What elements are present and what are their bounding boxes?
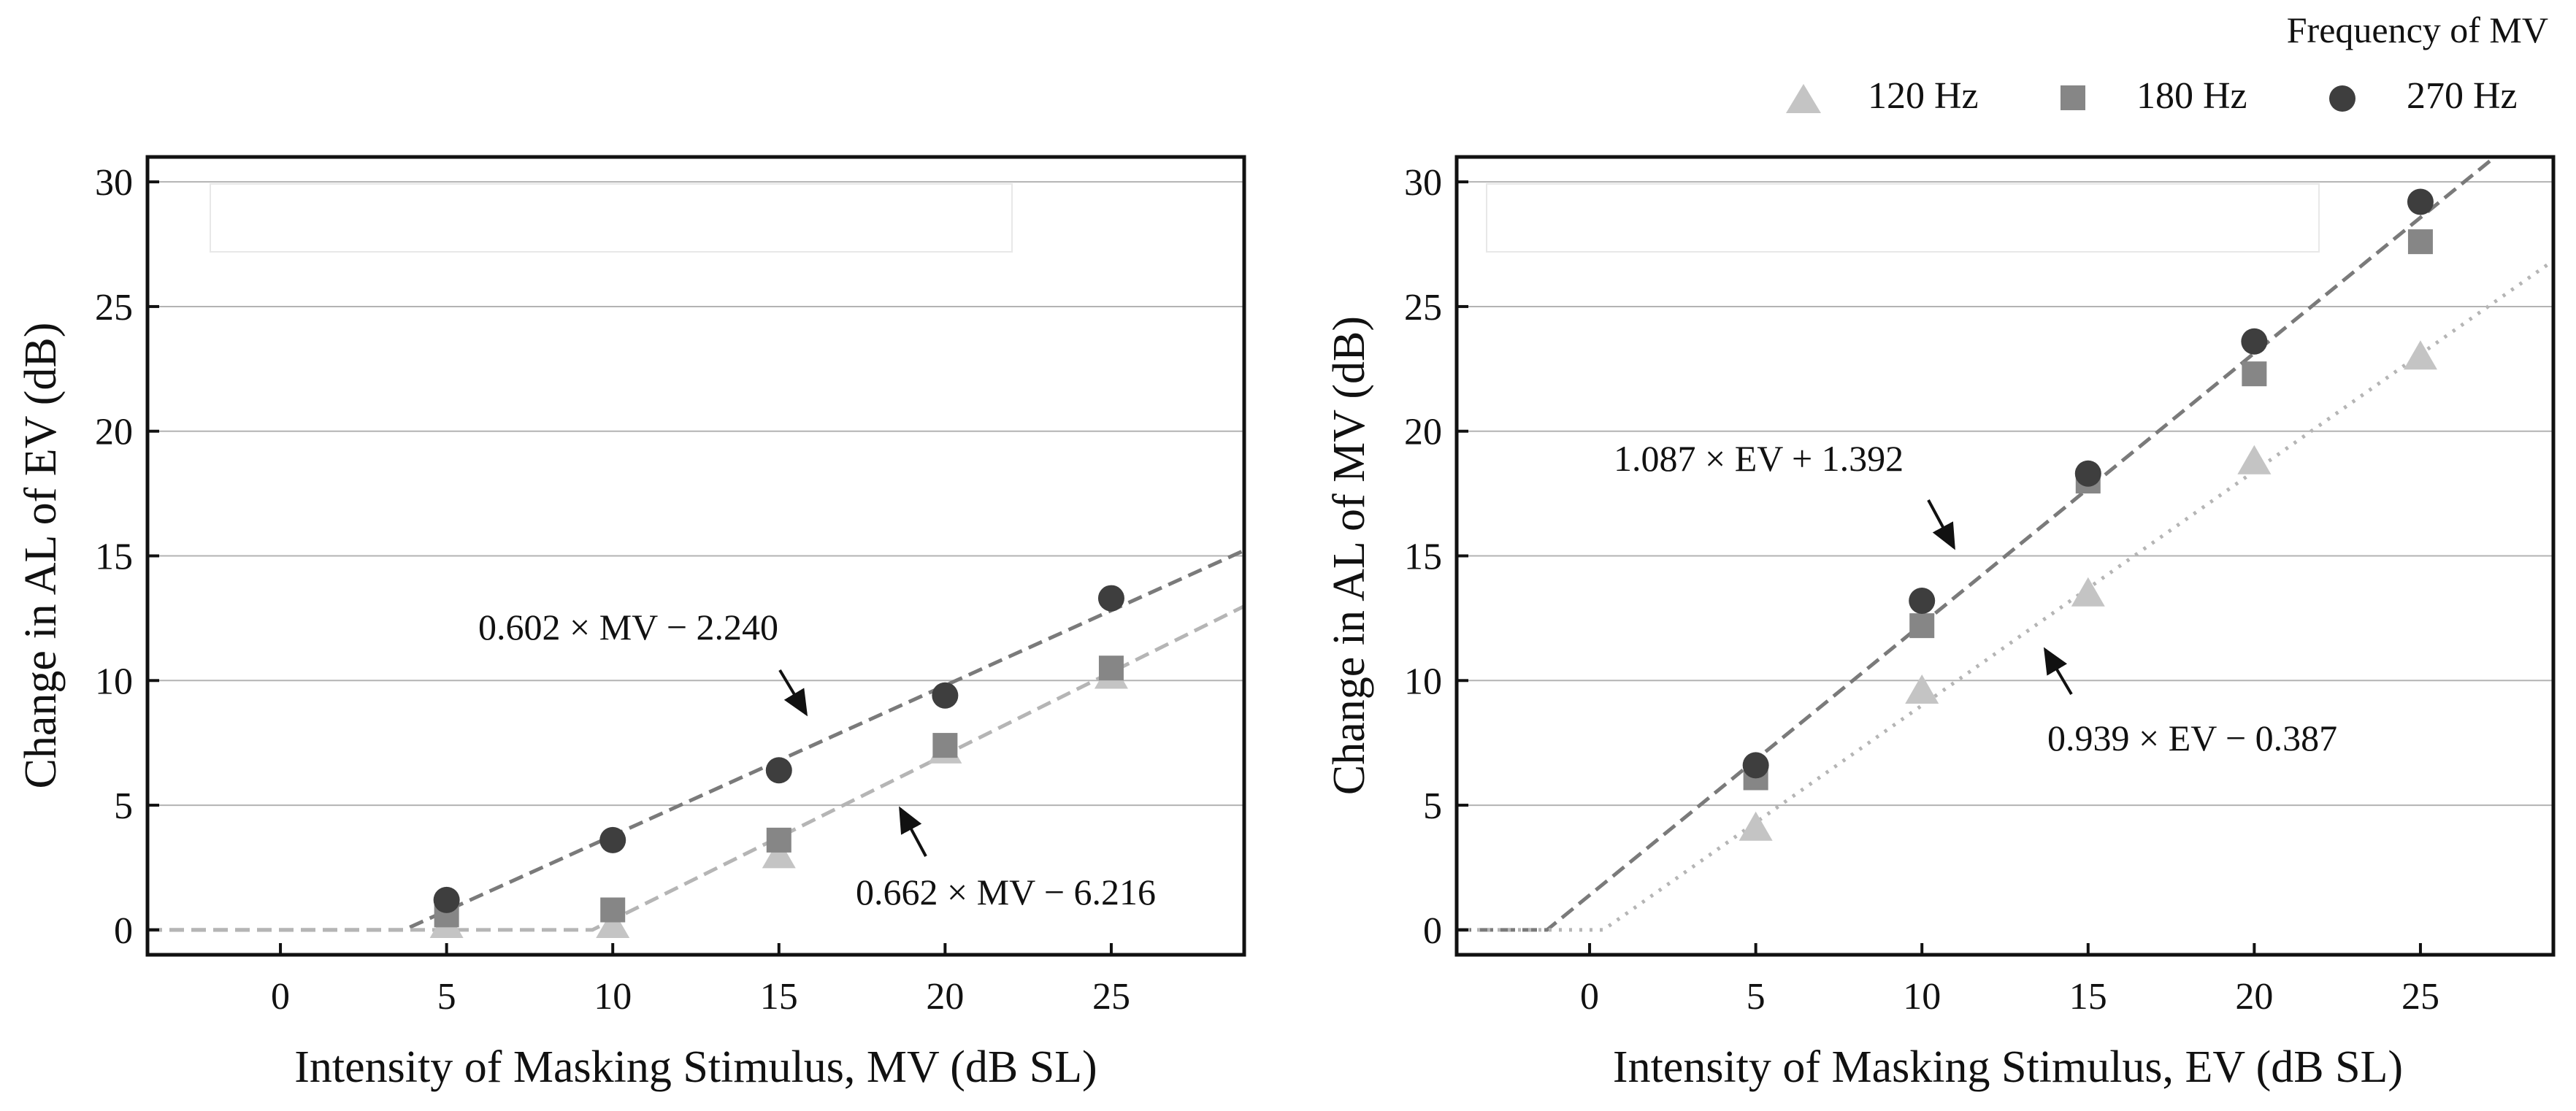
left-ytick-label-10: 10 (95, 661, 133, 702)
right-xtick-label-10: 10 (1903, 976, 1941, 1018)
left-x-axis-label: Intensity of Masking Stimulus, MV (dB SL… (294, 1042, 1097, 1092)
right-ytick-label-30: 30 (1404, 162, 1442, 204)
left-inset-box (210, 183, 1013, 253)
left-ytick-label-25: 25 (95, 287, 133, 328)
left-ytick-label-5: 5 (114, 785, 133, 827)
chart-left: 0 5 10 15 20 25 30 0 5 10 15 20 25 Intensity of Mask… (16, 155, 1246, 1092)
right-xtick-label-5: 5 (1747, 976, 1766, 1018)
left-point-180-hz-10 (600, 897, 626, 923)
right-point-270-hz-20 (2241, 328, 2268, 355)
left-fit-label-lower: 0.662 × MV − 6.216 (856, 872, 1156, 912)
right-ticks: 0 5 10 15 20 25 30 0 5 10 15 20 25 (1404, 162, 2439, 1018)
right-point-180-hz-25 (2407, 229, 2433, 255)
left-xtick-label-5: 5 (437, 976, 456, 1018)
right-xtick-label-15: 15 (2069, 976, 2107, 1018)
right-grid (1457, 181, 2553, 807)
right-fit-arrow-lower (2043, 647, 2073, 696)
left-point-270-hz-15 (765, 757, 792, 784)
right-fits (1457, 155, 2555, 932)
right-ytick-label-25: 25 (1404, 287, 1442, 328)
left-fit-arrow-lower (899, 806, 927, 857)
left-y-axis-label: Change in AL of EV (dB) (16, 323, 66, 789)
left-point-180-hz-15 (766, 827, 791, 853)
right-point-270-hz-25 (2407, 188, 2434, 215)
right-point-270-hz-5 (1742, 752, 1769, 779)
right-ytick-label-5: 5 (1423, 785, 1442, 827)
left-point-120-hz-15 (762, 839, 796, 869)
right-xtick-label-20: 20 (2235, 976, 2273, 1018)
left-ytick-label-15: 15 (95, 537, 133, 578)
legend-marker-180hz (2061, 85, 2085, 110)
left-point-270-hz-20 (932, 682, 959, 709)
legend-label-120hz: 120 Hz (1868, 75, 1979, 117)
left-point-270-hz-10 (599, 826, 626, 853)
right-xtick-label-25: 25 (2401, 976, 2439, 1018)
right-ytick-label-20: 20 (1404, 412, 1442, 453)
right-ytick-label-10: 10 (1404, 661, 1442, 702)
left-fit-label-upper: 0.602 × MV − 2.240 (478, 607, 778, 647)
left-xtick-label-20: 20 (926, 976, 964, 1018)
left-point-270-hz-25 (1097, 585, 1124, 612)
left-points (429, 585, 1128, 939)
right-ytick-label-15: 15 (1404, 537, 1442, 578)
right-point-120-hz-25 (2403, 340, 2437, 370)
right-y-axis-label: Change in AL of MV (dB) (1325, 316, 1374, 795)
legend-item-180hz: 180 Hz (2061, 75, 2247, 117)
right-point-180-hz-10 (1909, 613, 1935, 639)
left-point-180-hz-25 (1098, 656, 1124, 681)
left-xtick-label-0: 0 (271, 976, 290, 1018)
right-xtick-label-0: 0 (1580, 976, 1599, 1018)
right-fit-label-upper: 1.087 × EV + 1.392 (1614, 438, 1904, 479)
right-points (1739, 188, 2437, 841)
legend-item-120hz: 120 Hz (1786, 75, 1979, 117)
legend-item-270hz: 270 Hz (2329, 75, 2518, 117)
left-point-180-hz-20 (932, 733, 958, 758)
right-fit-label-lower: 0.939 × EV − 0.387 (2047, 718, 2337, 758)
left-fits (147, 548, 1246, 932)
left-fit-line-1 (147, 604, 1246, 932)
right-point-120-hz-20 (2237, 445, 2272, 474)
left-ytick-label-20: 20 (95, 412, 133, 453)
legend-marker-270hz (2329, 85, 2355, 112)
right-point-270-hz-15 (2074, 460, 2101, 487)
legend-label-270hz: 270 Hz (2407, 75, 2518, 117)
left-grid (147, 181, 1244, 807)
right-fit-arrow-upper (1927, 499, 1955, 550)
left-ticks: 0 5 10 15 20 25 30 0 5 10 15 20 25 (95, 162, 1130, 1018)
right-point-120-hz-10 (1905, 674, 1939, 704)
chart-right: 0 5 10 15 20 25 30 0 5 10 15 20 25 Intensity of Mask… (1325, 155, 2556, 1092)
legend-label-180hz: 180 Hz (2136, 75, 2247, 117)
right-fit-line-1 (1457, 258, 2555, 932)
left-xtick-label-10: 10 (594, 976, 632, 1018)
left-fit-arrow-upper (778, 669, 808, 717)
right-point-120-hz-5 (1739, 811, 1773, 841)
left-xtick-label-25: 25 (1092, 976, 1130, 1018)
legend: Frequency of MV 120 Hz 180 Hz 270 Hz (1786, 9, 2548, 117)
right-point-120-hz-15 (2071, 577, 2105, 607)
left-ytick-label-0: 0 (114, 910, 133, 952)
left-point-270-hz-5 (433, 886, 460, 913)
right-point-270-hz-10 (1909, 587, 1936, 614)
left-point-120-hz-10 (596, 909, 630, 939)
right-ytick-label-0: 0 (1423, 910, 1442, 952)
legend-marker-120hz (1786, 84, 1821, 113)
left-xtick-label-15: 15 (760, 976, 798, 1018)
right-point-180-hz-20 (2242, 361, 2267, 387)
right-fit-line-0 (1457, 155, 2496, 932)
legend-title: Frequency of MV (2287, 9, 2548, 50)
right-inset-box (1486, 183, 2320, 253)
right-x-axis-label: Intensity of Masking Stimulus, EV (dB SL… (1613, 1042, 2403, 1092)
left-ytick-label-30: 30 (95, 162, 133, 204)
